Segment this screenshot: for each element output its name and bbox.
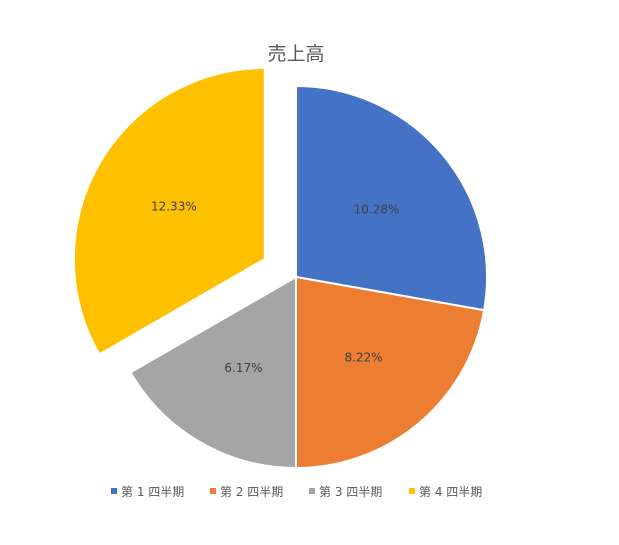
data-label-2: 8.22% (344, 350, 382, 364)
data-label-1: 10.28% (354, 202, 400, 216)
legend-label-4: 第 4 四半期 (419, 485, 482, 499)
pie-slices (72, 66, 488, 470)
legend: 第 1 四半期 第 2 四半期 第 3 四半期 第 4 四半期 (111, 485, 482, 499)
legend-item-2[interactable]: 第 2 四半期 (210, 485, 283, 499)
legend-swatch-1 (111, 488, 117, 494)
data-label-3: 6.17% (224, 361, 262, 375)
data-label-4: 12.33% (151, 199, 197, 213)
legend-item-1[interactable]: 第 1 四半期 (111, 485, 184, 499)
legend-swatch-4 (409, 488, 415, 494)
legend-label-3: 第 3 四半期 (319, 485, 382, 499)
pie-slice-2[interactable] (295, 275, 486, 470)
pie-slice-1[interactable] (295, 84, 488, 312)
legend-label-2: 第 2 四半期 (220, 485, 283, 499)
legend-item-3[interactable]: 第 3 四半期 (309, 485, 382, 499)
pie-slice-3[interactable] (129, 275, 297, 470)
pie-slice-4[interactable] (72, 66, 266, 356)
legend-swatch-3 (309, 488, 315, 494)
legend-label-1: 第 1 四半期 (121, 485, 184, 499)
chart-title: 売上高 (267, 43, 324, 65)
legend-swatch-2 (210, 488, 216, 494)
data-labels: 10.28% 8.22% 6.17% 12.33% (151, 199, 399, 375)
legend-item-4[interactable]: 第 4 四半期 (409, 485, 482, 499)
